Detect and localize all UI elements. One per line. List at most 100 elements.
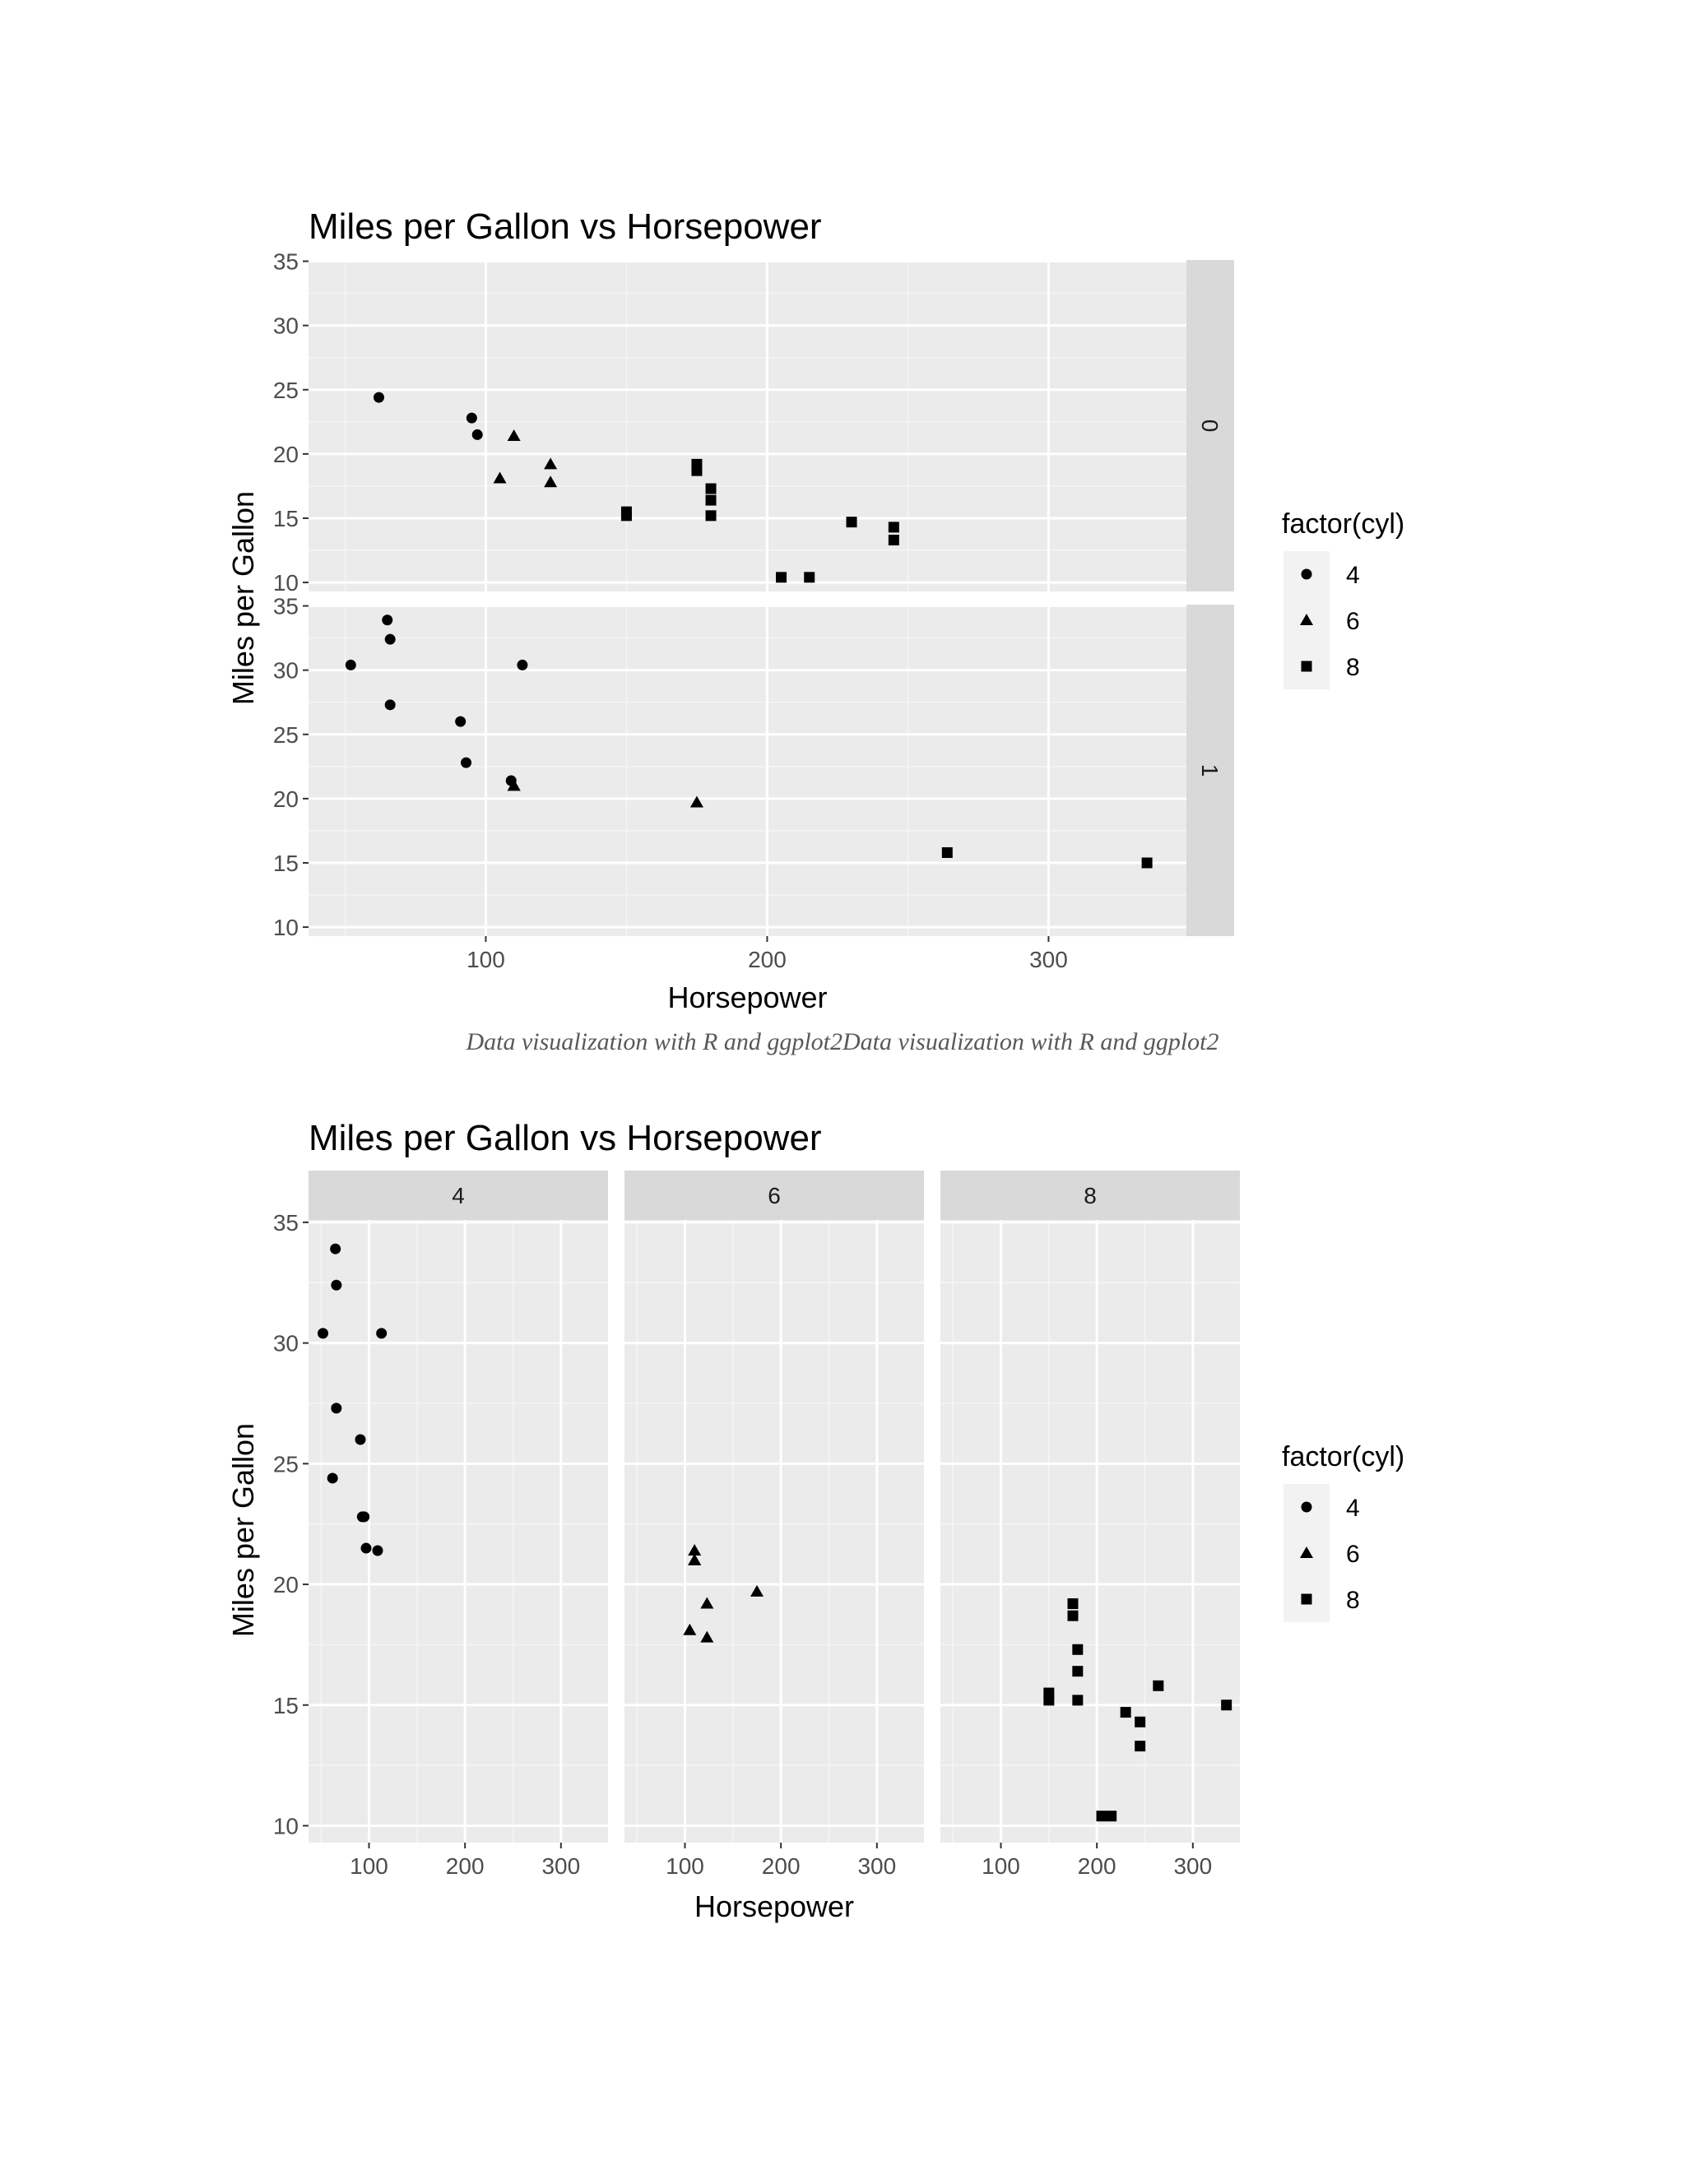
point-cyl-8 <box>888 535 899 546</box>
chart2-x-axis-title: Horsepower <box>694 1890 854 1923</box>
x-tick-label: 300 <box>1029 947 1068 972</box>
point-cyl-6 <box>750 1584 764 1597</box>
panel-background <box>309 260 1186 591</box>
x-tick-label: 100 <box>467 947 505 972</box>
chart1-title: Miles per Gallon vs Horsepower <box>309 206 822 247</box>
chart1-panel-1: 10 15 20 25 30 35 100 200 300 <box>273 594 1186 972</box>
chart1-panel-0: 10 15 20 25 30 35 <box>273 249 1186 596</box>
legend-marker-square <box>1301 1593 1312 1605</box>
chart2-facet-label: 8 <box>1084 1183 1097 1208</box>
y-tick-label: 20 <box>273 442 299 467</box>
chart2-legend: factor(cyl) 4 6 8 <box>1282 1441 1404 1622</box>
point-cyl-8 <box>1072 1666 1084 1677</box>
point-cyl-8 <box>1135 1716 1146 1727</box>
chart2-facet-label: 4 <box>452 1183 465 1208</box>
chart2-facet-label: 6 <box>768 1183 781 1208</box>
legend-title: factor(cyl) <box>1282 508 1404 540</box>
point-cyl-8 <box>705 483 717 494</box>
point-cyl-6 <box>544 475 558 488</box>
y-tick-label: 35 <box>273 594 299 619</box>
y-tick-label: 30 <box>273 658 299 684</box>
panel-background <box>309 1220 608 1843</box>
x-tick-label: 200 <box>748 947 787 972</box>
y-tick-label: 15 <box>273 506 299 531</box>
chart1-x-axis-title: Horsepower <box>667 981 827 1014</box>
y-tick-label: 25 <box>273 722 299 748</box>
point-cyl-4 <box>376 1328 388 1339</box>
chart2-panel-4: 10 15 20 25 30 35 100 200 300 <box>273 1210 608 1879</box>
legend-label: 4 <box>1346 1495 1360 1522</box>
y-tick-label: 25 <box>273 1451 299 1477</box>
point-cyl-8 <box>776 572 787 583</box>
x-tick-label: 100 <box>666 1853 704 1879</box>
chart2-title: Miles per Gallon vs Horsepower <box>309 1118 822 1158</box>
point-cyl-6 <box>688 1553 702 1565</box>
panel-background <box>309 605 1186 936</box>
figure-caption: Data visualization with R and ggplot2Dat… <box>466 1028 1219 1055</box>
point-cyl-8 <box>705 494 717 506</box>
point-cyl-6 <box>700 1597 714 1609</box>
point-cyl-4 <box>384 699 396 711</box>
legend-label: 4 <box>1346 562 1360 589</box>
x-tick-label: 100 <box>982 1853 1020 1879</box>
point-cyl-8 <box>1067 1598 1079 1610</box>
chart2-facet-strip <box>309 1171 608 1220</box>
panel-background <box>940 1220 1240 1843</box>
chart2-y-axis-title: Miles per Gallon <box>226 1423 260 1637</box>
point-cyl-6 <box>689 795 703 808</box>
point-cyl-8 <box>1153 1680 1164 1691</box>
legend-label: 8 <box>1346 654 1360 681</box>
point-cyl-4 <box>384 633 396 645</box>
point-cyl-6 <box>683 1623 697 1635</box>
x-tick-label: 300 <box>1173 1853 1212 1879</box>
chart2-panel-8: 100 200 300 <box>940 1220 1240 1879</box>
point-cyl-8 <box>1043 1695 1055 1706</box>
point-cyl-8 <box>846 517 857 528</box>
legend-label: 6 <box>1346 608 1360 635</box>
point-cyl-8 <box>1067 1610 1079 1621</box>
point-cyl-8 <box>705 510 717 522</box>
point-cyl-4 <box>373 392 384 403</box>
point-cyl-6 <box>700 1630 714 1643</box>
x-tick-label: 100 <box>350 1853 388 1879</box>
point-cyl-8 <box>1096 1811 1107 1822</box>
x-tick-label: 200 <box>762 1853 801 1879</box>
point-cyl-6 <box>507 429 521 441</box>
point-cyl-4 <box>372 1545 383 1556</box>
point-cyl-8 <box>1221 1699 1232 1711</box>
point-cyl-4 <box>359 1511 370 1523</box>
point-cyl-4 <box>331 1403 342 1414</box>
chart1-facet-strip <box>1186 605 1234 936</box>
point-cyl-4 <box>318 1328 328 1339</box>
chart2-facet-strip <box>624 1171 924 1220</box>
point-cyl-8 <box>1120 1707 1131 1718</box>
point-cyl-8 <box>1141 857 1153 869</box>
chart1-facet-label: 1 <box>1197 764 1223 777</box>
point-cyl-6 <box>544 457 558 470</box>
point-cyl-4 <box>471 429 483 440</box>
chart1-facet-strip <box>1186 260 1234 591</box>
point-cyl-8 <box>1135 1741 1146 1752</box>
legend-marker-triangle <box>1300 1546 1313 1558</box>
point-cyl-8 <box>1072 1644 1084 1655</box>
point-cyl-4 <box>455 716 467 727</box>
chart1-facet-label: 0 <box>1197 420 1223 433</box>
point-cyl-8 <box>888 522 899 533</box>
point-cyl-4 <box>517 659 528 670</box>
legend-marker-triangle <box>1300 614 1313 625</box>
point-cyl-4 <box>461 757 472 768</box>
legend-title: factor(cyl) <box>1282 1441 1404 1472</box>
point-cyl-4 <box>345 659 356 670</box>
x-tick-label: 300 <box>857 1853 896 1879</box>
point-cyl-8 <box>620 510 632 522</box>
legend-marker-circle <box>1301 568 1312 580</box>
point-cyl-8 <box>691 458 703 470</box>
y-tick-label: 10 <box>273 570 299 596</box>
chart2-facet-strip <box>940 1171 1240 1220</box>
point-cyl-8 <box>804 572 815 583</box>
x-tick-label: 200 <box>1078 1853 1116 1879</box>
y-tick-label: 20 <box>273 1572 299 1597</box>
legend-label: 6 <box>1346 1541 1360 1568</box>
